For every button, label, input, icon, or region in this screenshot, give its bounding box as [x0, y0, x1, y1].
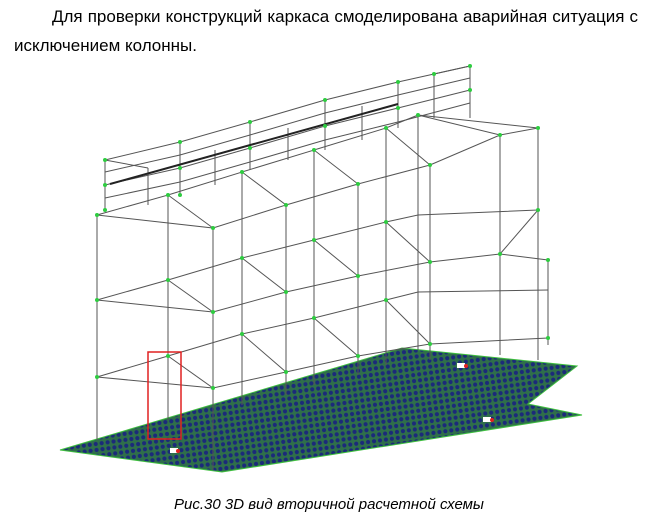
floor-slab-mesh [59, 347, 583, 473]
frame-3d-figure [59, 64, 583, 473]
removed-column-highlight [147, 351, 182, 440]
figure-caption: Рис.30 3D вид вторичной расчетной схемы [174, 496, 484, 513]
frame-nodes [95, 64, 550, 390]
gallery-beam [109, 103, 399, 185]
body-paragraph: Для проверки конструкций каркаса смодели… [14, 7, 638, 55]
support-markers [170, 363, 494, 453]
